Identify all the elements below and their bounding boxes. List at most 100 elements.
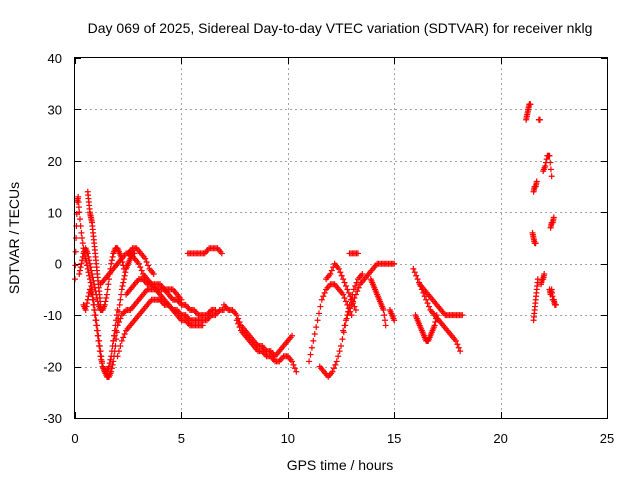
data-point — [78, 260, 85, 267]
data-point — [122, 269, 129, 276]
data-point — [532, 240, 539, 247]
data-point — [552, 301, 559, 308]
data-point — [143, 259, 150, 265]
data-point — [117, 315, 124, 322]
data-point — [79, 240, 86, 247]
data-point — [391, 260, 398, 267]
data-point — [72, 248, 79, 255]
data-point — [382, 322, 389, 329]
x-tick-label: 5 — [178, 431, 185, 446]
data-point — [355, 250, 362, 257]
data-point — [86, 257, 93, 264]
x-axis-label: GPS time / hours — [287, 457, 394, 473]
data-point — [308, 344, 315, 351]
data-points — [72, 101, 559, 380]
y-axis-label: SDTVAR / TECUs — [6, 182, 22, 294]
data-point — [341, 295, 348, 301]
data-point — [77, 223, 84, 229]
data-point — [233, 312, 240, 319]
series-arc-ae — [546, 286, 559, 308]
data-point — [352, 307, 359, 313]
data-point — [137, 264, 144, 271]
data-point — [98, 356, 105, 363]
x-tick-label: 15 — [387, 431, 401, 446]
data-point — [340, 276, 347, 283]
data-point — [289, 332, 296, 339]
data-point — [321, 289, 328, 296]
data-point — [92, 317, 99, 324]
series-arc-ac — [540, 152, 555, 180]
data-point — [306, 358, 313, 365]
data-point — [413, 272, 420, 279]
data-point — [111, 332, 118, 339]
data-point — [135, 260, 142, 267]
data-point — [75, 193, 82, 200]
data-point — [72, 262, 79, 269]
data-point — [145, 262, 152, 269]
series-arc-r — [367, 276, 389, 329]
series-arc-q — [346, 250, 362, 257]
data-point — [76, 267, 83, 274]
data-point — [91, 281, 98, 288]
y-tick-label: 30 — [48, 102, 62, 117]
data-point — [178, 296, 185, 303]
data-point — [108, 260, 115, 267]
data-point — [110, 358, 117, 365]
data-point — [108, 257, 115, 264]
series-arc-h — [123, 276, 185, 303]
data-point — [114, 353, 121, 360]
x-tick-label: 10 — [281, 431, 295, 446]
data-point — [433, 315, 440, 322]
series-arc-m — [306, 281, 355, 365]
data-point — [82, 307, 89, 313]
x-tick-label: 25 — [600, 431, 614, 446]
series-arc-j — [184, 245, 225, 257]
data-point — [75, 199, 82, 205]
series-arc-s — [386, 307, 398, 324]
data-point — [289, 358, 296, 365]
data-point — [120, 276, 127, 283]
data-point — [120, 334, 127, 341]
series-arc-l — [233, 317, 300, 375]
data-point — [86, 260, 93, 267]
data-point — [85, 293, 92, 300]
y-tick-label: -30 — [43, 411, 62, 426]
series-arc-t — [410, 265, 464, 355]
data-point — [96, 348, 103, 355]
data-point — [291, 365, 298, 372]
data-point — [336, 348, 343, 355]
data-point — [95, 337, 102, 344]
series-arc-x — [535, 116, 543, 123]
data-point — [101, 301, 108, 308]
data-point — [91, 307, 98, 313]
data-point — [341, 279, 348, 286]
data-point — [87, 264, 94, 271]
data-point — [114, 322, 121, 329]
data-point — [236, 324, 243, 331]
data-point — [341, 322, 348, 329]
data-point — [338, 272, 345, 279]
data-point — [339, 336, 346, 343]
data-point — [199, 322, 206, 329]
data-point — [313, 324, 320, 331]
series-arc-aa — [530, 276, 541, 324]
series-arc-ad — [547, 214, 557, 231]
data-point — [347, 293, 354, 300]
data-point — [88, 267, 95, 274]
data-point — [76, 209, 83, 216]
data-point — [121, 272, 128, 279]
data-point — [150, 271, 157, 277]
data-point — [546, 152, 553, 159]
data-point — [94, 298, 101, 305]
data-point — [328, 267, 335, 274]
data-point — [91, 284, 98, 291]
data-point — [335, 265, 342, 272]
data-point — [347, 305, 354, 312]
data-point — [340, 291, 347, 298]
data-point — [340, 327, 347, 334]
grid — [75, 58, 607, 418]
data-point — [454, 341, 461, 348]
data-point — [90, 277, 97, 284]
data-point — [329, 368, 336, 375]
data-point — [542, 163, 549, 169]
